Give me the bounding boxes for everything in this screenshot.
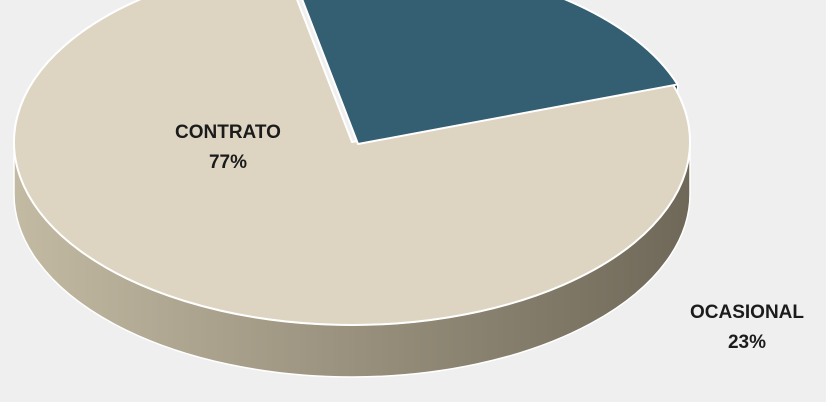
slice-ocasional	[301, 0, 679, 145]
slice-contrato	[13, 0, 691, 326]
slice-label-ocasional: OCASIONAL 23%	[690, 298, 804, 358]
slice-percent-ocasional: 23%	[727, 332, 767, 353]
slice-label-contrato: CONTRATO 77%	[175, 118, 281, 178]
pie-tops	[13, 0, 691, 326]
slice-name-contrato: CONTRATO	[175, 122, 281, 143]
slice-percent-contrato: 77%	[208, 152, 247, 173]
slice-name-ocasional: OCASIONAL	[690, 302, 804, 323]
